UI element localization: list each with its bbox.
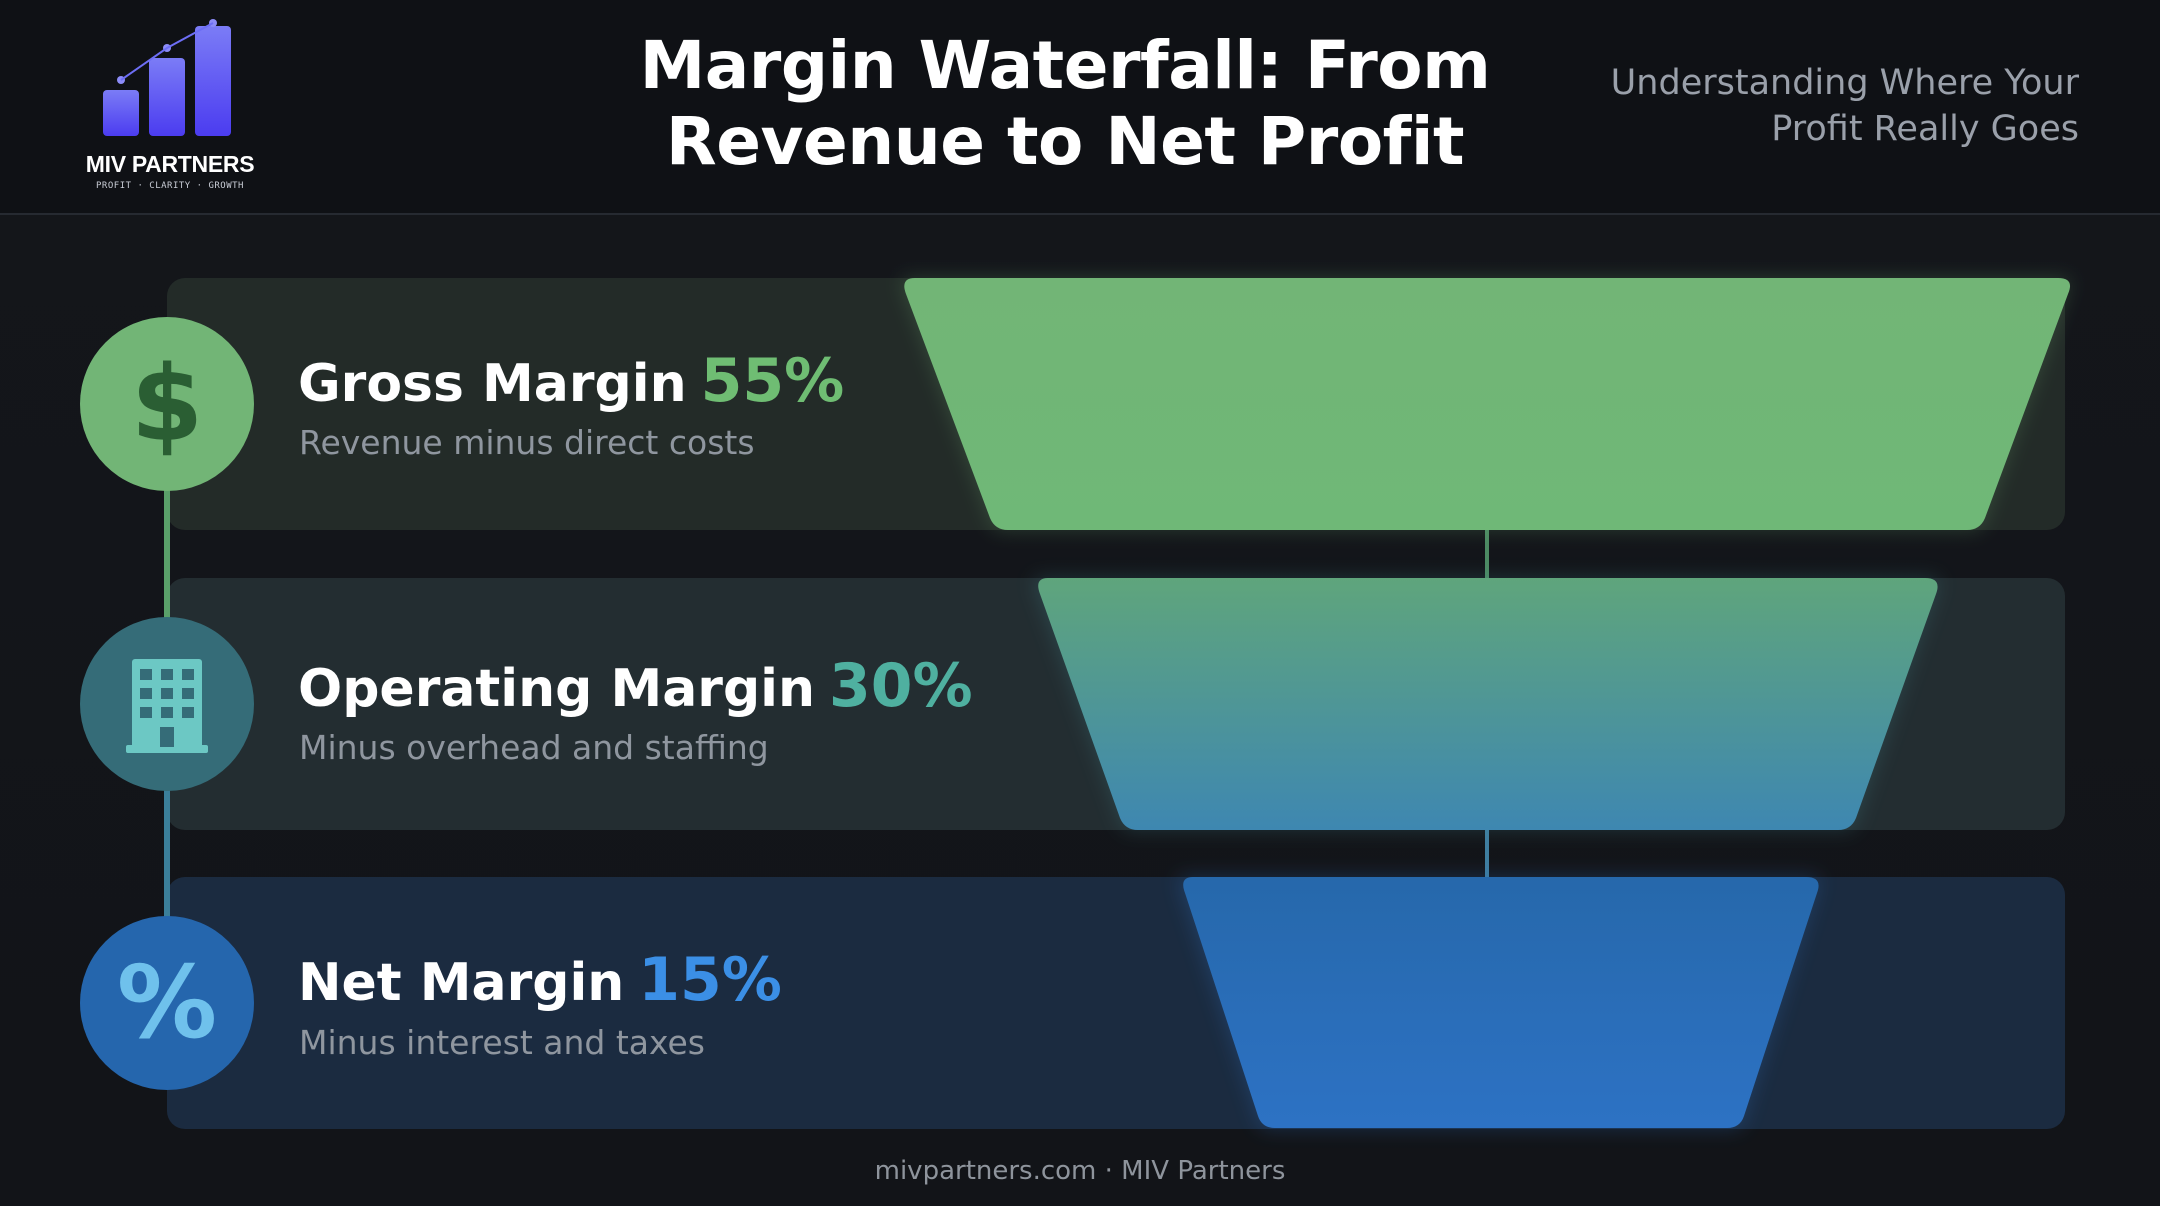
logo-trend-line — [120, 22, 214, 81]
timeline-connector — [164, 790, 170, 918]
stage-label-gross: Gross Margin 55% — [298, 346, 844, 416]
percent-icon: % — [116, 944, 218, 1061]
stage-label-net: Net Margin 15% — [298, 945, 782, 1015]
brand-tagline: PROFIT · CLARITY · GROWTH — [96, 181, 244, 191]
funnel-segment-net — [1183, 877, 1819, 1128]
logo-bar — [103, 90, 139, 136]
stage-percent: 55% — [700, 346, 845, 416]
gross-margin-badge: $ — [80, 317, 254, 491]
stage-description: Revenue minus direct costs — [299, 423, 755, 462]
page-title: Margin Waterfall: From Revenue to Net Pr… — [639, 27, 1491, 180]
stage-label-operating: Operating Margin 30% — [298, 651, 973, 721]
stage-percent: 15% — [638, 945, 782, 1015]
footer-text: mivpartners.com · MIV Partners — [874, 1156, 1286, 1186]
stage-title: Gross Margin — [298, 354, 687, 414]
page-subtitle: Understanding Where Your Profit Really G… — [1610, 63, 2079, 149]
stage-title: Operating Margin — [298, 659, 816, 719]
stage-description: Minus overhead and staffing — [299, 728, 769, 767]
rising-bar-chart-icon — [103, 19, 231, 136]
brand-name: MIV PARTNERS — [85, 151, 255, 177]
logo-bar — [149, 58, 185, 136]
stage-title: Net Margin — [298, 953, 625, 1013]
funnel-segment-operating — [1038, 578, 1938, 830]
logo-bar — [195, 26, 231, 136]
brand-logo: MIV PARTNERS PROFIT · CLARITY · GROWTH — [75, 18, 265, 198]
building-icon — [126, 659, 208, 753]
operating-margin-badge — [80, 617, 254, 791]
funnel-segment-gross — [904, 278, 2071, 530]
stage-description: Minus interest and taxes — [299, 1023, 705, 1062]
stage-percent: 30% — [829, 651, 973, 721]
net-margin-badge: % — [80, 916, 254, 1090]
timeline-connector — [164, 490, 170, 618]
dollar-icon: $ — [130, 343, 204, 465]
header: MIV PARTNERS PROFIT · CLARITY · GROWTH M… — [0, 0, 2160, 215]
